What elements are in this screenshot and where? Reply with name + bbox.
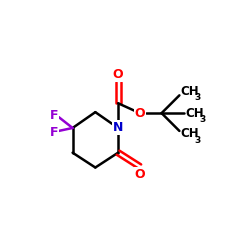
Text: 3: 3 <box>199 115 205 124</box>
Text: CH: CH <box>185 107 204 120</box>
Text: CH: CH <box>180 128 199 140</box>
Text: 3: 3 <box>194 93 200 102</box>
Text: N: N <box>113 122 123 134</box>
Text: O: O <box>113 68 124 81</box>
Text: 3: 3 <box>194 136 200 145</box>
Text: O: O <box>134 107 145 120</box>
Text: O: O <box>134 168 145 181</box>
Text: F: F <box>50 126 58 140</box>
Text: F: F <box>50 108 58 122</box>
Text: CH: CH <box>180 85 199 98</box>
